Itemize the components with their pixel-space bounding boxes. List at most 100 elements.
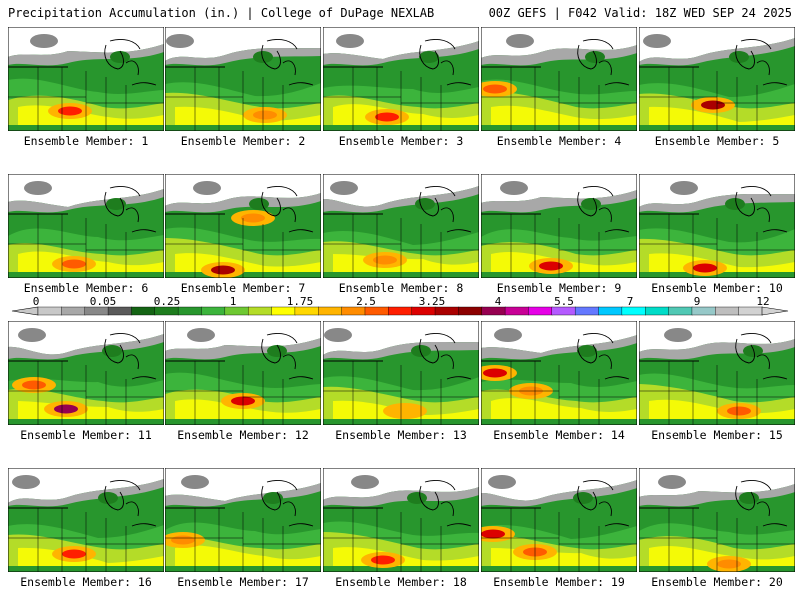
- legend-tick-label: 0.05: [90, 297, 117, 308]
- model-run-info: 00Z GEFS | F042 Valid: 18Z WED SEP 24 20…: [488, 6, 792, 20]
- legend-swatch: [131, 306, 156, 316]
- trace-precip-area: [323, 487, 479, 507]
- max-precip-core: [483, 368, 507, 378]
- legend-tick-label: 4: [495, 297, 502, 308]
- legend-swatch: [37, 306, 63, 316]
- lake-huron-outline: [598, 501, 612, 517]
- precip-band-heavy: [491, 105, 637, 131]
- precip-map-svg: [165, 27, 321, 131]
- lake-erie-outline: [446, 82, 472, 86]
- legend-swatch: [294, 306, 319, 316]
- legend-swatch: [738, 306, 763, 316]
- moderate-precip-patch: [106, 198, 126, 210]
- lake-erie-outline: [131, 82, 157, 86]
- precip-map-svg: [165, 174, 321, 278]
- legend-tick-label: 9: [694, 297, 701, 308]
- max-precip-core: [375, 112, 399, 122]
- lake-superior-outline: [740, 332, 772, 344]
- lake-erie-outline: [131, 229, 157, 233]
- legend-swatch: [551, 306, 576, 316]
- state-borders: [323, 361, 479, 425]
- lake-superior-outline: [582, 185, 614, 197]
- trace-precip-area: [639, 38, 795, 66]
- moderate-precip-patch: [407, 492, 427, 504]
- dry-area: [481, 321, 637, 353]
- dry-area: [639, 468, 795, 497]
- state-borders: [639, 67, 795, 131]
- legend-swatch: [411, 306, 436, 316]
- moderate-precip-patch: [419, 51, 439, 63]
- legend-swatch: [318, 306, 343, 316]
- precip-map-svg: [323, 468, 479, 572]
- legend-swatch: [364, 306, 390, 316]
- trace-precip-area: [165, 483, 321, 507]
- state-borders: [323, 67, 479, 131]
- lake-huron-outline: [440, 60, 454, 76]
- moderate-precip-patch: [110, 51, 130, 63]
- member-label: Ensemble Member: 4: [496, 134, 622, 148]
- legend-swatch: [107, 306, 133, 316]
- lake-erie-outline: [604, 82, 630, 86]
- lake-erie-outline: [604, 376, 630, 380]
- member-label: Ensemble Member: 8: [338, 281, 464, 295]
- max-precip-core: [483, 84, 507, 94]
- dry-area: [165, 27, 321, 61]
- precip-map: [481, 321, 637, 425]
- trace-precip-area: [323, 41, 479, 66]
- precip-map: [639, 174, 795, 278]
- lake-michigan-outline: [735, 338, 755, 364]
- legend-swatch: [177, 306, 203, 316]
- state-borders: [165, 361, 321, 425]
- legend-swatch: [201, 306, 226, 316]
- precip-map: [639, 468, 795, 572]
- light-precip-patch: [166, 34, 194, 48]
- max-precip-core: [62, 259, 86, 269]
- precip-map-svg: [165, 468, 321, 572]
- moderate-precip-patch: [739, 492, 759, 504]
- light-precip-patch: [500, 181, 528, 195]
- member-label: Ensemble Member: 11: [20, 428, 152, 442]
- lake-huron-outline: [598, 60, 612, 76]
- legend-tick-label: 1: [230, 297, 237, 308]
- light-precip-patch: [494, 328, 522, 342]
- moderate-precip-patch: [102, 345, 122, 357]
- precip-map-svg: [8, 321, 164, 425]
- legend-tick-label: 5.5: [554, 297, 574, 308]
- light-precip-patch: [506, 34, 534, 48]
- lake-erie-outline: [604, 229, 630, 233]
- precip-map: [323, 27, 479, 131]
- member-label: Ensemble Member: 6: [23, 281, 149, 295]
- precip-map: [8, 174, 164, 278]
- precip-map: [481, 174, 637, 278]
- precip-band-heavy: [175, 545, 321, 572]
- chart-title: Precipitation Accumulation (in.) | Colle…: [8, 6, 435, 20]
- lake-huron-outline: [282, 60, 296, 76]
- trace-precip-area: [481, 45, 637, 66]
- lake-erie-outline: [288, 523, 314, 527]
- precip-map-svg: [639, 321, 795, 425]
- precip-band-heavy: [649, 106, 795, 131]
- state-borders: [8, 67, 164, 131]
- legend-arrow-high: [761, 306, 789, 316]
- state-borders: [639, 361, 795, 425]
- lake-huron-outline: [440, 501, 454, 517]
- max-precip-core: [253, 110, 277, 120]
- lake-superior-outline: [740, 38, 772, 50]
- light-precip-patch: [187, 328, 215, 342]
- lake-superior-outline: [266, 185, 298, 197]
- member-label: Ensemble Member: 3: [338, 134, 464, 148]
- precip-map: [639, 27, 795, 131]
- precip-map-svg: [8, 468, 164, 572]
- lake-michigan-outline: [104, 44, 124, 70]
- lake-superior-outline: [109, 38, 141, 50]
- lake-huron-outline: [282, 501, 296, 517]
- legend-tick-label: 7: [627, 297, 634, 308]
- light-precip-patch: [12, 475, 40, 489]
- state-borders: [323, 214, 479, 278]
- dry-area: [323, 174, 479, 207]
- max-precip-core: [171, 535, 195, 545]
- state-borders: [8, 214, 164, 278]
- lake-huron-outline: [598, 354, 612, 370]
- trace-precip-area: [481, 335, 637, 360]
- precip-map: [165, 174, 321, 278]
